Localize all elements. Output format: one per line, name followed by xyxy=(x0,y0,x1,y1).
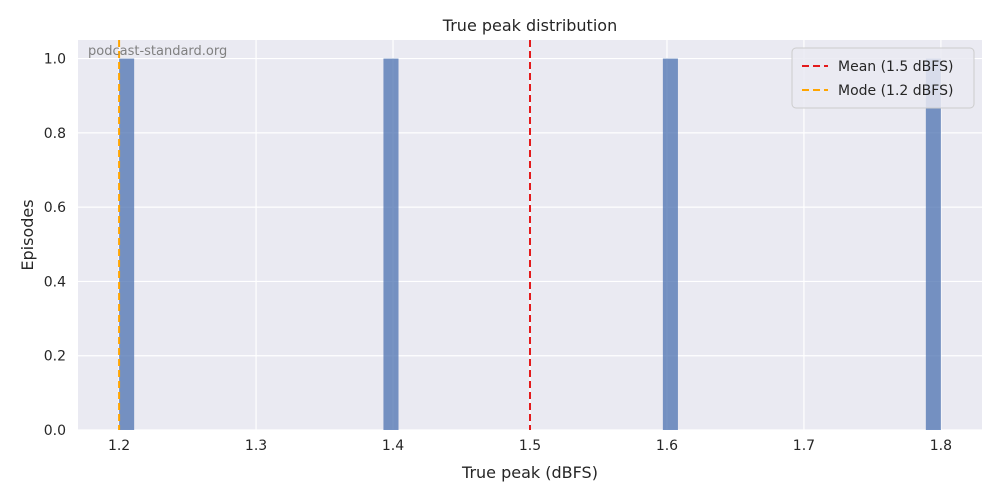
legend-label: Mode (1.2 dBFS) xyxy=(838,83,953,99)
x-tick-label: 1.5 xyxy=(519,438,541,454)
x-tick-label: 1.8 xyxy=(930,438,952,454)
histogram-bar xyxy=(662,58,678,430)
watermark: podcast-standard.org xyxy=(88,44,227,59)
x-tick-label: 1.2 xyxy=(108,438,130,454)
y-tick-label: 0.8 xyxy=(44,126,66,142)
x-tick-label: 1.3 xyxy=(245,438,267,454)
legend-box xyxy=(791,47,975,109)
chart-title: True peak distribution xyxy=(442,16,617,35)
legend-label: Mean (1.5 dBFS) xyxy=(838,59,953,75)
x-tick-label: 1.6 xyxy=(656,438,678,454)
legend: Mean (1.5 dBFS) Mode (1.2 dBFS) xyxy=(791,47,975,109)
x-tick-label: 1.7 xyxy=(793,438,815,454)
y-tick-label: 1.0 xyxy=(44,52,66,68)
histogram-bar xyxy=(119,58,135,430)
y-tick-label: 0.2 xyxy=(44,349,66,365)
x-tick-label: 1.4 xyxy=(382,438,404,454)
x-axis-label: True peak (dBFS) xyxy=(461,463,598,482)
y-tick-label: 0.0 xyxy=(44,423,66,439)
histogram-bar xyxy=(925,58,941,430)
y-axis-label: Episodes xyxy=(18,199,37,270)
y-tick-label: 0.4 xyxy=(44,274,66,290)
y-tick-label: 0.6 xyxy=(44,200,66,216)
histogram-bar xyxy=(383,58,399,430)
